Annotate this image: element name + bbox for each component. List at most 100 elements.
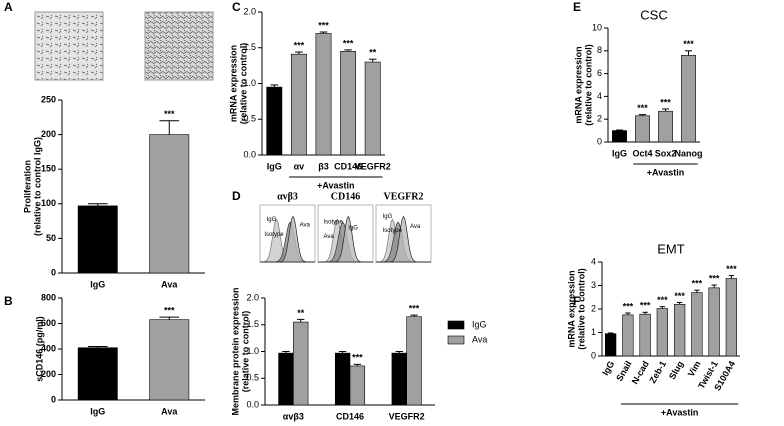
histogram-title: VEGFR2 [384, 191, 424, 202]
significance: ** [297, 308, 305, 318]
bar [725, 278, 738, 357]
bar [349, 365, 366, 406]
y-tick-label: 2.0 [243, 6, 256, 16]
significance: *** [709, 273, 720, 283]
y-tick-label: 1.0 [246, 346, 259, 356]
bar [658, 110, 673, 143]
y-tick-label: 0 [51, 267, 56, 277]
y-axis-label: mRNA expression [228, 45, 238, 122]
group-label: +Avastin [661, 407, 698, 417]
bar [635, 115, 650, 143]
histogram-label: IgG [348, 225, 358, 231]
y-tick-label: 200 [41, 129, 56, 139]
significance: *** [164, 306, 175, 316]
significance: *** [623, 301, 634, 311]
significance: *** [657, 295, 668, 305]
x-tick-label: VEGFR2 [355, 161, 391, 171]
significance: *** [409, 303, 420, 313]
y-tick-label: 4 [591, 256, 596, 266]
y-tick-label: 150 [41, 164, 56, 174]
panel-letter: D [232, 189, 241, 203]
x-tick-label: Zeb-1 [647, 359, 668, 385]
chart-title: EMT [657, 241, 685, 256]
y-tick-label: 200 [41, 369, 56, 379]
histogram-label: Ava [410, 224, 421, 230]
y-axis-label: mRNA expression [566, 270, 576, 347]
significance: *** [692, 279, 703, 289]
panel-letter: B [4, 294, 13, 308]
panel-letter: E [573, 0, 581, 14]
x-tick-label: CD146 [336, 411, 364, 421]
y-tick-label: 0 [597, 136, 602, 146]
histogram-label: Isotype [324, 220, 344, 226]
bar [604, 333, 617, 357]
y-tick-label: 2 [597, 114, 602, 124]
x-tick-label: Nanog [675, 148, 703, 158]
y-tick-label: 3 [591, 280, 596, 290]
group-label: +Avastin [317, 180, 354, 190]
x-tick-label: Slug [667, 359, 685, 381]
histogram-label: Ava [300, 223, 311, 229]
x-tick-label: VEGFR2 [389, 411, 425, 421]
y-axis-label: Membrane protein expression [230, 287, 240, 415]
histogram-curve [318, 215, 373, 263]
significance: *** [637, 103, 648, 113]
histogram-title: αvβ3 [277, 191, 298, 202]
significance: *** [660, 97, 671, 107]
panel-letter: F [573, 294, 580, 308]
histogram-curve [260, 215, 315, 263]
significance: *** [352, 353, 363, 363]
significance: *** [318, 20, 329, 30]
bar [334, 352, 351, 406]
chart-title: CSC [640, 7, 667, 22]
significance: *** [343, 38, 354, 48]
x-tick-label: αvβ3 [283, 411, 304, 421]
significance: *** [726, 264, 737, 274]
bar [673, 303, 686, 357]
bar [406, 316, 422, 406]
y-tick-label: 1.5 [246, 319, 259, 329]
histogram-label: Isotype [383, 228, 403, 234]
y-tick-label: 0 [51, 394, 56, 404]
y-tick-label: 50 [46, 233, 56, 243]
bar [691, 292, 703, 357]
bar [612, 130, 627, 143]
y-tick-label: 4 [597, 91, 602, 101]
bar [622, 314, 634, 357]
y-tick-label: 1.0 [243, 78, 256, 88]
y-tick-label: 0.0 [243, 149, 256, 159]
y-axis-label: (relative to control) [576, 268, 586, 350]
bar [149, 319, 190, 401]
bar [266, 86, 283, 156]
group-label: +Avastin [647, 167, 684, 177]
bar [290, 53, 307, 156]
y-tick-label: 8 [597, 45, 602, 55]
y-tick-label: 0.0 [246, 399, 259, 409]
bar [340, 51, 357, 156]
y-tick-label: 0.5 [243, 114, 256, 124]
y-axis-label: (relative to control) [238, 43, 248, 125]
legend-swatch [447, 320, 465, 330]
y-tick-label: 1 [591, 327, 596, 337]
x-tick-label: Vim [686, 359, 703, 378]
x-tick-label: Ava [161, 279, 178, 289]
x-tick-label: IgG [612, 148, 627, 158]
significance: *** [164, 109, 175, 119]
significance: *** [674, 291, 685, 301]
bar [315, 33, 332, 156]
histogram-label: IgG [383, 214, 393, 220]
panel-letter: A [4, 0, 13, 14]
bar [391, 352, 407, 406]
bar [293, 321, 309, 406]
y-tick-label: 800 [41, 292, 56, 302]
bar [77, 205, 118, 274]
bar [149, 134, 190, 274]
bar [364, 61, 381, 156]
bar [278, 352, 294, 406]
y-tick-label: 1.5 [243, 42, 256, 52]
x-tick-label: Oct4 [632, 148, 652, 158]
micrograph-igg [34, 11, 104, 81]
y-axis-label: (relative to control) [240, 311, 250, 393]
x-tick-label: N-cad [630, 359, 651, 386]
